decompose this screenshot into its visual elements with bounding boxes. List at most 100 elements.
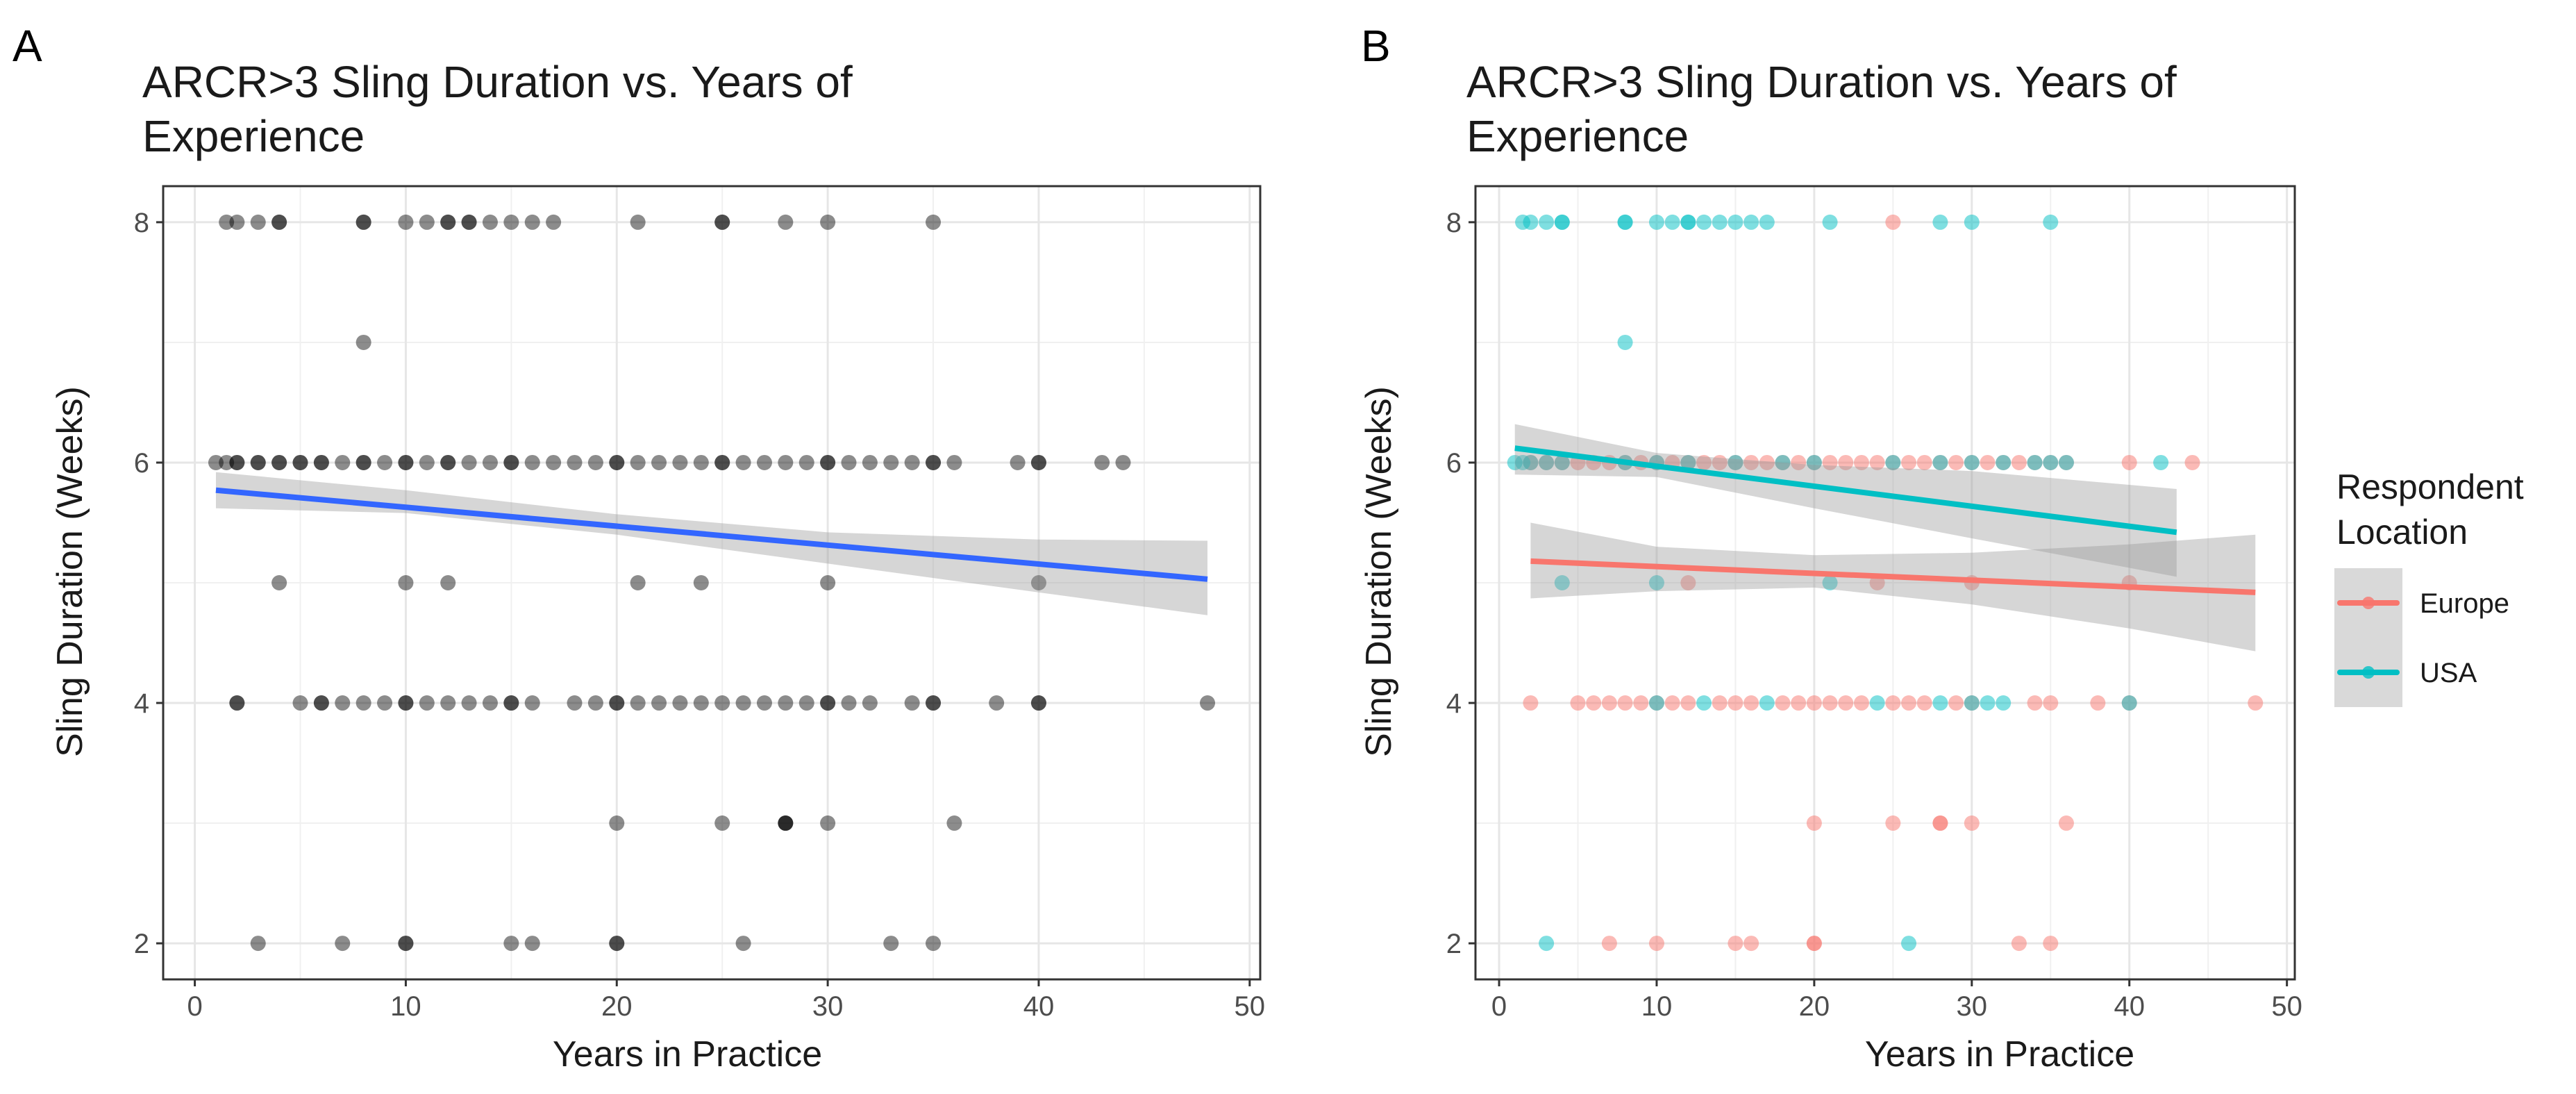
data-point-usa: [1996, 695, 2012, 711]
data-point-europe: [1822, 695, 1838, 711]
data-point-all-respondents: [292, 454, 308, 470]
data-point-all-respondents: [503, 695, 519, 711]
confidence-band-usa-fit: [1514, 424, 2177, 577]
chart-title-a-line1: ARCR>3 Sling Duration vs. Years of: [142, 57, 853, 107]
data-point-usa: [1523, 214, 1539, 230]
data-point-all-respondents: [482, 454, 498, 470]
y-axis-title-b: Sling Duration (Weeks): [1359, 386, 1399, 757]
data-point-all-respondents: [609, 815, 625, 831]
data-point-all-respondents: [524, 695, 540, 711]
data-point-usa: [1759, 695, 1775, 711]
data-point-all-respondents: [313, 695, 329, 711]
data-point-all-respondents: [335, 695, 351, 711]
data-point-usa: [1712, 214, 1728, 230]
data-point-europe: [1617, 695, 1633, 711]
data-point-all-respondents: [714, 214, 730, 230]
data-point-usa: [1664, 214, 1680, 230]
data-point-usa: [2043, 214, 2059, 230]
data-point-all-respondents: [693, 575, 709, 590]
data-point-europe: [1759, 454, 1775, 470]
data-point-europe: [2121, 454, 2137, 470]
data-point-all-respondents: [609, 695, 625, 711]
y-tick-label: 4: [1446, 688, 1462, 719]
data-point-europe: [1916, 695, 1932, 711]
data-point-usa: [1901, 936, 1917, 952]
data-point-usa: [1759, 214, 1775, 230]
regression-line-europe-fit: [1530, 558, 2256, 595]
data-point-all-respondents: [926, 214, 942, 230]
data-point-europe: [1806, 815, 1822, 831]
data-point-usa: [1680, 214, 1696, 230]
data-point-usa: [1648, 695, 1664, 711]
y-axis-title-a: Sling Duration (Weeks): [50, 386, 90, 757]
data-point-all-respondents: [356, 214, 371, 230]
data-point-europe: [2011, 454, 2027, 470]
data-point-all-respondents: [820, 575, 836, 590]
data-point-all-respondents: [778, 815, 794, 831]
data-point-usa: [1980, 695, 1996, 711]
data-point-all-respondents: [778, 815, 794, 831]
data-point-all-respondents: [398, 214, 414, 230]
data-point-all-respondents: [904, 695, 920, 711]
data-point-all-respondents: [693, 695, 709, 711]
data-point-europe: [1822, 454, 1838, 470]
data-point-all-respondents: [313, 454, 329, 470]
data-point-usa: [1996, 454, 2012, 470]
confidence-band-europe-fit: [1530, 522, 2256, 652]
data-point-all-respondents: [419, 454, 435, 470]
data-point-all-respondents: [778, 815, 794, 831]
x-tick-label: 20: [1799, 991, 1830, 1022]
data-point-usa: [1554, 575, 1570, 590]
data-point-all-respondents: [271, 454, 287, 470]
data-point-all-respondents: [630, 454, 646, 470]
data-point-usa: [1728, 454, 1743, 470]
data-point-all-respondents: [440, 454, 456, 470]
data-point-all-respondents: [778, 214, 794, 230]
data-point-all-respondents: [398, 454, 414, 470]
data-point-all-respondents: [229, 454, 245, 470]
x-tick-label: 50: [2271, 991, 2302, 1022]
data-point-all-respondents: [1200, 695, 1216, 711]
data-point-all-respondents: [419, 214, 435, 230]
data-point-usa: [2153, 454, 2169, 470]
data-point-europe: [1601, 936, 1617, 952]
data-point-usa: [1869, 695, 1885, 711]
data-point-europe: [1570, 695, 1586, 711]
data-point-all-respondents: [503, 214, 519, 230]
data-point-all-respondents: [820, 454, 836, 470]
data-point-europe: [2058, 815, 2074, 831]
data-point-all-respondents: [714, 815, 730, 831]
data-point-all-respondents: [503, 936, 519, 952]
data-point-europe: [1901, 454, 1917, 470]
data-point-europe: [1712, 695, 1728, 711]
data-point-usa: [1617, 334, 1633, 350]
data-point-all-respondents: [630, 214, 646, 230]
data-point-all-respondents: [989, 695, 1005, 711]
data-point-all-respondents: [1115, 454, 1131, 470]
data-point-all-respondents: [926, 695, 942, 711]
chart-title-b-line1: ARCR>3 Sling Duration vs. Years of: [1466, 57, 2177, 107]
plot-area-b: 0 10 20 30 40 50 2 4 6 8: [1446, 185, 2302, 1022]
data-point-all-respondents: [862, 695, 878, 711]
data-point-all-respondents: [756, 454, 772, 470]
data-point-usa: [2121, 695, 2137, 711]
data-point-europe: [2248, 695, 2264, 711]
data-point-all-respondents: [524, 214, 540, 230]
data-point-all-respondents: [219, 214, 235, 230]
y-tick-label: 8: [1446, 208, 1462, 238]
data-point-all-respondents: [630, 695, 646, 711]
data-point-all-respondents: [672, 454, 688, 470]
data-point-europe: [1853, 695, 1869, 711]
data-point-europe: [2184, 454, 2200, 470]
data-point-all-respondents: [820, 454, 836, 470]
data-point-all-respondents: [1030, 454, 1046, 470]
data-point-all-respondents: [335, 936, 351, 952]
data-point-all-respondents: [1094, 454, 1110, 470]
data-point-usa: [1680, 454, 1696, 470]
data-point-usa: [1932, 214, 1948, 230]
data-point-all-respondents: [398, 454, 414, 470]
data-point-usa: [1743, 214, 1759, 230]
data-point-all-respondents: [271, 575, 287, 590]
data-point-usa: [1822, 575, 1838, 590]
data-point-all-respondents: [482, 695, 498, 711]
